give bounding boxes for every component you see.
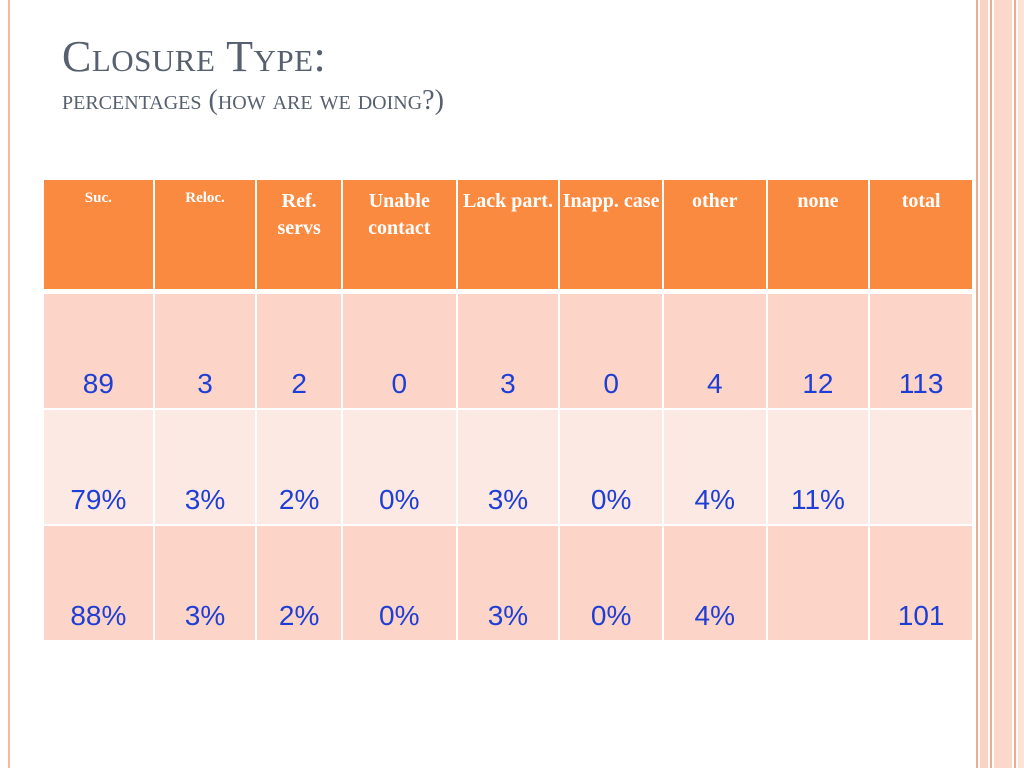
table-cell: 3 [457,294,559,408]
table-cell: 3% [154,410,256,524]
header-ref-servs: Ref. servs [257,180,341,292]
header-none: none [767,180,869,292]
header-other: other [663,180,766,292]
table-cell: 4% [663,410,766,524]
table-cell: 113 [870,294,972,408]
table-cell: 88% [44,526,153,640]
header-inapp-case: Inapp. case [560,180,662,292]
table-header-row: Suc. Reloc. Ref. servs Unable contact La… [44,180,972,292]
table-cell: 3% [154,526,256,640]
table-cell: 0% [560,526,662,640]
table-cell: 0% [342,526,456,640]
table-cell: 3% [457,526,559,640]
table-cell: 3% [457,410,559,524]
table-cell [870,410,972,524]
table-cell: 2% [257,410,341,524]
table-cell: 2 [257,294,341,408]
table-row: 79% 3% 2% 0% 3% 0% 4% 11% [44,410,972,524]
header-total: total [870,180,972,292]
left-border-rule [8,0,10,768]
table-cell: 0% [342,410,456,524]
slide-subtitle: percentages (how are we doing?) [62,85,444,116]
table-cell: 12 [767,294,869,408]
table-cell: 0 [560,294,662,408]
table-cell: 79% [44,410,153,524]
table-cell: 4% [663,526,766,640]
table-cell: 3 [154,294,256,408]
table-row: 89 3 2 0 3 0 4 12 113 [44,294,972,408]
table-cell: 11% [767,410,869,524]
right-decorative-stripes [976,0,1024,768]
table-cell: 89 [44,294,153,408]
header-unable-contact: Unable contact [342,180,456,292]
closure-type-table: Suc. Reloc. Ref. servs Unable contact La… [42,178,974,642]
table-row: 88% 3% 2% 0% 3% 0% 4% 101 [44,526,972,640]
table-cell: 101 [870,526,972,640]
header-suc: Suc. [44,180,153,292]
header-lack-part: Lack part. [457,180,559,292]
table-cell: 0 [342,294,456,408]
table-cell: 0% [560,410,662,524]
header-reloc: Reloc. [154,180,256,292]
table-cell: 4 [663,294,766,408]
table-cell: 2% [257,526,341,640]
slide-title-block: Closure Type: percentages (how are we do… [62,30,444,118]
slide-title: Closure Type: [62,32,327,81]
table-cell [767,526,869,640]
